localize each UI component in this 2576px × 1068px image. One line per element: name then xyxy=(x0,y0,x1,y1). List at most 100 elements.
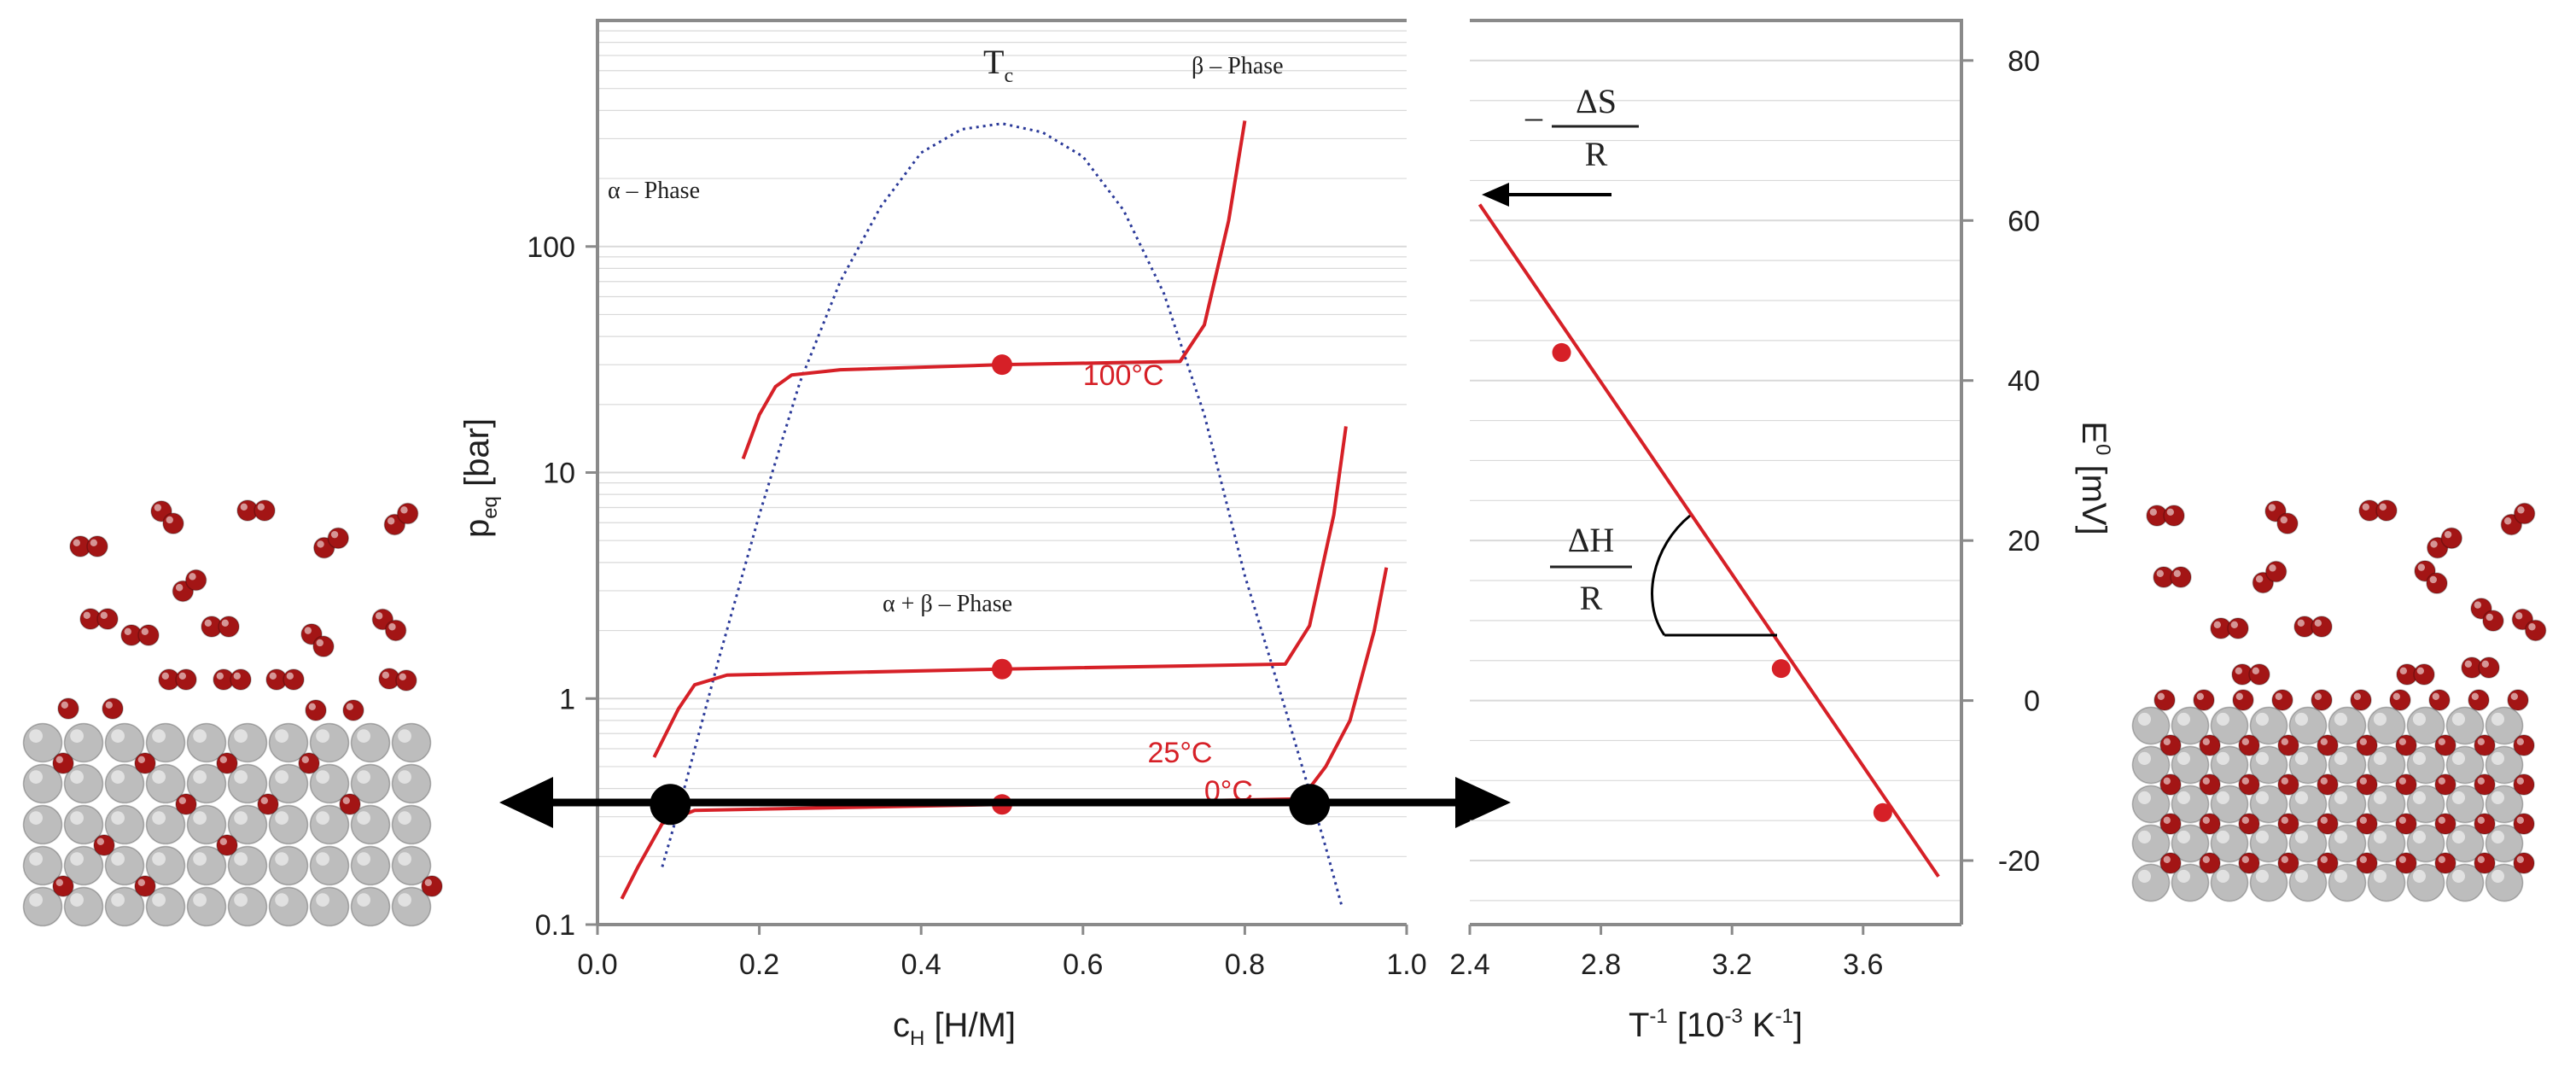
metal-atom-highlight xyxy=(70,893,84,907)
hydrogen-atom xyxy=(134,752,156,774)
hydrogen-atom xyxy=(2199,734,2221,756)
metal-atom xyxy=(350,886,391,927)
metal-atom-highlight xyxy=(2294,830,2309,843)
hydrogen-atom-highlight xyxy=(2163,855,2171,863)
metal-atom-highlight xyxy=(357,852,370,866)
hydrogen-atom-highlight xyxy=(55,756,64,763)
surface-hydrogen-atom-highlight xyxy=(105,701,113,709)
hydrogen-molecule-atom-highlight xyxy=(269,672,277,680)
metal-atom-highlight xyxy=(2255,712,2270,726)
hydrogen-atom-highlight xyxy=(2320,777,2328,785)
x-tick-label: 1.0 xyxy=(1386,948,1426,981)
metal-atom-highlight xyxy=(2412,791,2427,804)
isotherm-label: 100°C xyxy=(1083,359,1164,392)
hydrogen-atom xyxy=(2513,773,2535,796)
hydrogen-atom xyxy=(2395,773,2417,796)
hydrogen-molecule-atom xyxy=(283,668,305,691)
hydrogen-atom-highlight xyxy=(424,878,432,887)
metal-atom-highlight xyxy=(29,852,43,866)
metal-atom-highlight xyxy=(2294,712,2309,726)
hydrogen-molecule-atom-highlight xyxy=(100,611,108,619)
hydrogen-atom xyxy=(216,834,238,856)
metal-atom-highlight xyxy=(357,770,370,784)
hydrogen-molecule-atom xyxy=(230,668,252,691)
metal-atom-highlight xyxy=(2334,751,2348,765)
metal-atom-highlight xyxy=(316,852,329,866)
hydrogen-molecule-atom xyxy=(395,669,417,692)
hydrogen-atom-highlight xyxy=(2359,738,2367,745)
hydrogen-molecule-atom xyxy=(384,619,407,642)
hydrogen-atom-highlight xyxy=(2241,855,2249,863)
hydrogen-molecule-atom-highlight xyxy=(2464,660,2472,668)
hydrogen-molecule-atom-highlight xyxy=(204,619,212,627)
metal-atom-highlight xyxy=(234,893,248,907)
hydrogen-atom-highlight xyxy=(55,878,64,887)
metal-atom-highlight xyxy=(29,893,43,907)
vant-hoff-y-axis-label: E0 [mV] xyxy=(2075,421,2114,534)
surface-hydrogen-atom xyxy=(2311,689,2333,711)
hydrogen-molecule-atom-highlight xyxy=(400,506,408,514)
surface-hydrogen-atom xyxy=(2468,689,2490,711)
surface-hydrogen-atom-highlight xyxy=(2314,692,2322,700)
hydrogen-molecule-atom-highlight xyxy=(233,672,241,680)
hydrogen-molecule-atom-highlight xyxy=(2444,530,2452,539)
metal-atom-highlight xyxy=(2137,830,2152,843)
metal-atom-highlight xyxy=(2373,869,2387,883)
metal-atom-highlight xyxy=(316,893,329,907)
hydrogen-molecule-atom-highlight xyxy=(330,530,339,539)
svg-text:ΔS: ΔS xyxy=(1576,82,1617,120)
hydrogen-molecule-atom-highlight xyxy=(2230,621,2238,628)
metal-atom-highlight xyxy=(2216,791,2230,804)
metal-atom-highlight xyxy=(29,770,43,784)
hydrogen-atom xyxy=(2474,852,2496,874)
phase-diagram-ticks: 0.0 0.2 0.4 0.6 0.8 1.0 0.1 1 10 100 xyxy=(527,231,1426,981)
hydrogen-atom-highlight xyxy=(2281,855,2288,863)
vant-hoff-series xyxy=(1477,203,1940,878)
metal-atom xyxy=(309,845,350,886)
metal-atom-highlight xyxy=(275,770,288,784)
hydrogen-molecule-atom-highlight xyxy=(2416,667,2424,674)
hydrogen-molecule-atom xyxy=(218,616,240,638)
hydrogen-atom xyxy=(298,752,320,774)
hydrogen-molecule-atom-highlight xyxy=(90,539,98,546)
x-tick-label: 0.8 xyxy=(1225,948,1265,981)
hydrogen-molecule-atom xyxy=(2276,512,2299,534)
hydrogen-atom xyxy=(2395,852,2417,874)
metal-atom-highlight xyxy=(111,893,125,907)
metal-atom-highlight xyxy=(275,729,288,743)
metal-atom xyxy=(391,763,432,804)
metal-atom-highlight xyxy=(2216,751,2230,765)
hydrogen-atom xyxy=(2356,852,2378,874)
metal-atom-highlight xyxy=(2216,712,2230,726)
hydrogen-molecule-atom-highlight xyxy=(2481,660,2489,668)
tc-label: Tc xyxy=(983,43,1013,87)
intercept-arrow-head xyxy=(1482,183,1509,207)
hydrogen-molecule-atom-highlight xyxy=(2515,612,2523,620)
vant-hoff-x-axis-label: T-1 [10-3 K-1] xyxy=(1629,1005,1803,1044)
y-tick-label: 0.1 xyxy=(535,909,575,942)
hydrogen-atom xyxy=(2317,734,2339,756)
hydrogen-atom-highlight xyxy=(137,878,145,887)
hydrogen-atom-highlight xyxy=(2398,816,2406,824)
metal-atom-highlight xyxy=(2373,830,2387,843)
surface-hydrogen-atom-highlight xyxy=(308,703,316,710)
metal-atom-highlight xyxy=(234,811,248,825)
surface-hydrogen-atom xyxy=(57,697,79,720)
metal-atom-highlight xyxy=(2334,869,2348,883)
surface-hydrogen-atom-highlight xyxy=(2235,692,2243,700)
hydrogen-molecule-atom-highlight xyxy=(257,503,265,511)
metal-lattice-with-dilute-hydrogen-icon xyxy=(22,499,443,927)
hydrogen-atom-highlight xyxy=(2202,855,2210,863)
phase-diagram-y-axis-label: peq [bar] xyxy=(458,418,502,538)
hydrogen-atom-highlight xyxy=(2281,816,2288,824)
hydrogen-atom-highlight xyxy=(2359,777,2367,785)
metal-atom-highlight xyxy=(316,811,329,825)
hydrogen-molecule-atom-highlight xyxy=(240,503,248,511)
hydrogen-atom xyxy=(216,752,238,774)
hydrogen-molecule-atom xyxy=(175,668,197,691)
metal-atom xyxy=(391,804,432,845)
hydrogen-molecule-atom xyxy=(2440,527,2463,550)
svg-text:–: – xyxy=(1524,97,1543,136)
hydrogen-molecule-atom xyxy=(254,499,276,522)
